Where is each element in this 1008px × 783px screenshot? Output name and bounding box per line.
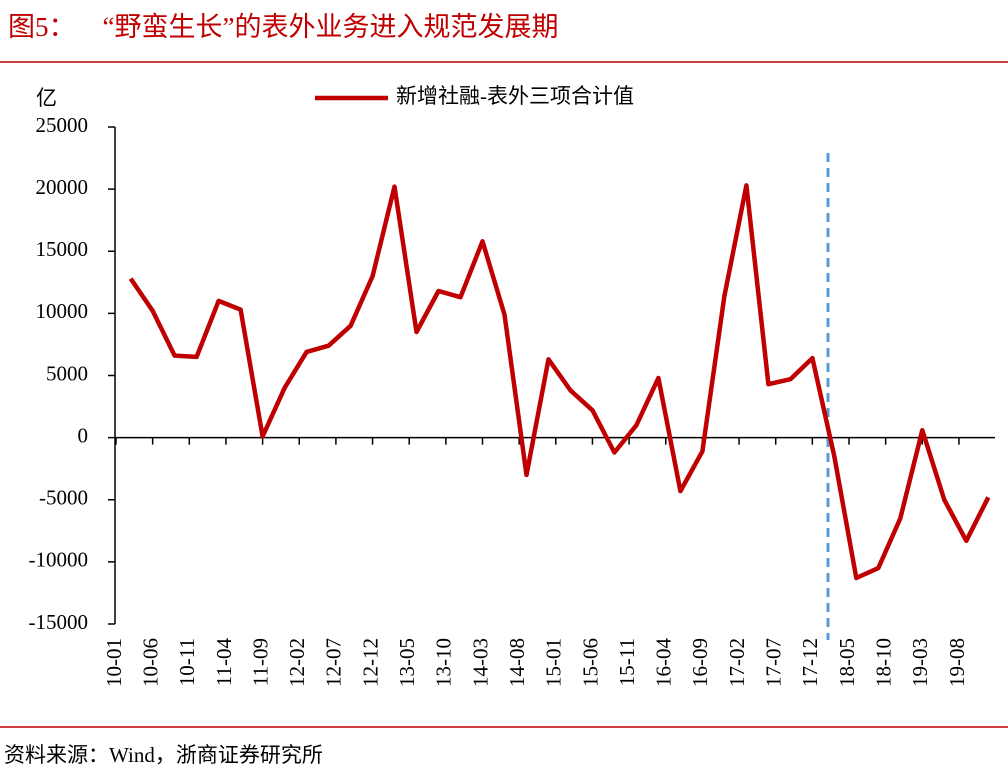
x-tick-label: 17-02 xyxy=(725,638,749,687)
x-tick-label: 18-10 xyxy=(871,638,895,687)
x-tick-label: 19-08 xyxy=(945,638,969,687)
x-tick-label: 13-10 xyxy=(432,638,456,687)
x-tick-label: 10-06 xyxy=(138,638,162,687)
y-tick-label: -10000 xyxy=(29,548,89,572)
y-tick-label: -5000 xyxy=(39,486,88,510)
y-tick-label: 0 xyxy=(78,423,89,447)
source-note: 资料来源：Wind，浙商证券研究所 xyxy=(4,743,323,767)
x-tick-label: 13-05 xyxy=(395,638,419,687)
x-tick-label: 10-01 xyxy=(102,638,126,687)
x-tick-label: 14-03 xyxy=(468,638,492,687)
x-tick-label: 16-04 xyxy=(652,638,676,687)
y-tick-label: 20000 xyxy=(36,175,89,199)
legend-label: 新增社融-表外三项合计值 xyxy=(396,84,634,108)
x-tick-label: 17-07 xyxy=(762,638,786,687)
x-tick-label: 11-09 xyxy=(248,638,272,686)
x-tick-label: 15-06 xyxy=(578,638,602,687)
data-line xyxy=(128,183,991,581)
y-axis-label: 亿 xyxy=(36,86,57,110)
x-tick-label: 15-01 xyxy=(542,638,566,687)
y-tick-label: 10000 xyxy=(36,299,89,323)
x-tick-label: 10-11 xyxy=(175,638,199,686)
y-tick-label: 25000 xyxy=(36,113,89,137)
x-tick-label: 14-08 xyxy=(505,638,529,687)
x-tick-label: 12-02 xyxy=(285,638,309,687)
y-tick-label: 5000 xyxy=(46,361,88,385)
x-tick-label: 19-03 xyxy=(908,638,932,687)
x-tick-label: 18-05 xyxy=(835,638,859,687)
x-tick-label: 15-11 xyxy=(615,638,639,686)
x-tick-label: 12-12 xyxy=(358,638,382,687)
x-tick-label: 17-12 xyxy=(798,638,822,687)
chart-title: 图5： “野蛮生长”的表外业务进入规范发展期 xyxy=(8,12,558,42)
x-tick-label: 16-09 xyxy=(688,638,712,687)
y-tick-label: 15000 xyxy=(36,237,89,261)
x-tick-label: 11-04 xyxy=(212,638,236,687)
y-tick-label: -15000 xyxy=(29,610,89,634)
x-tick-label: 12-07 xyxy=(322,638,346,687)
